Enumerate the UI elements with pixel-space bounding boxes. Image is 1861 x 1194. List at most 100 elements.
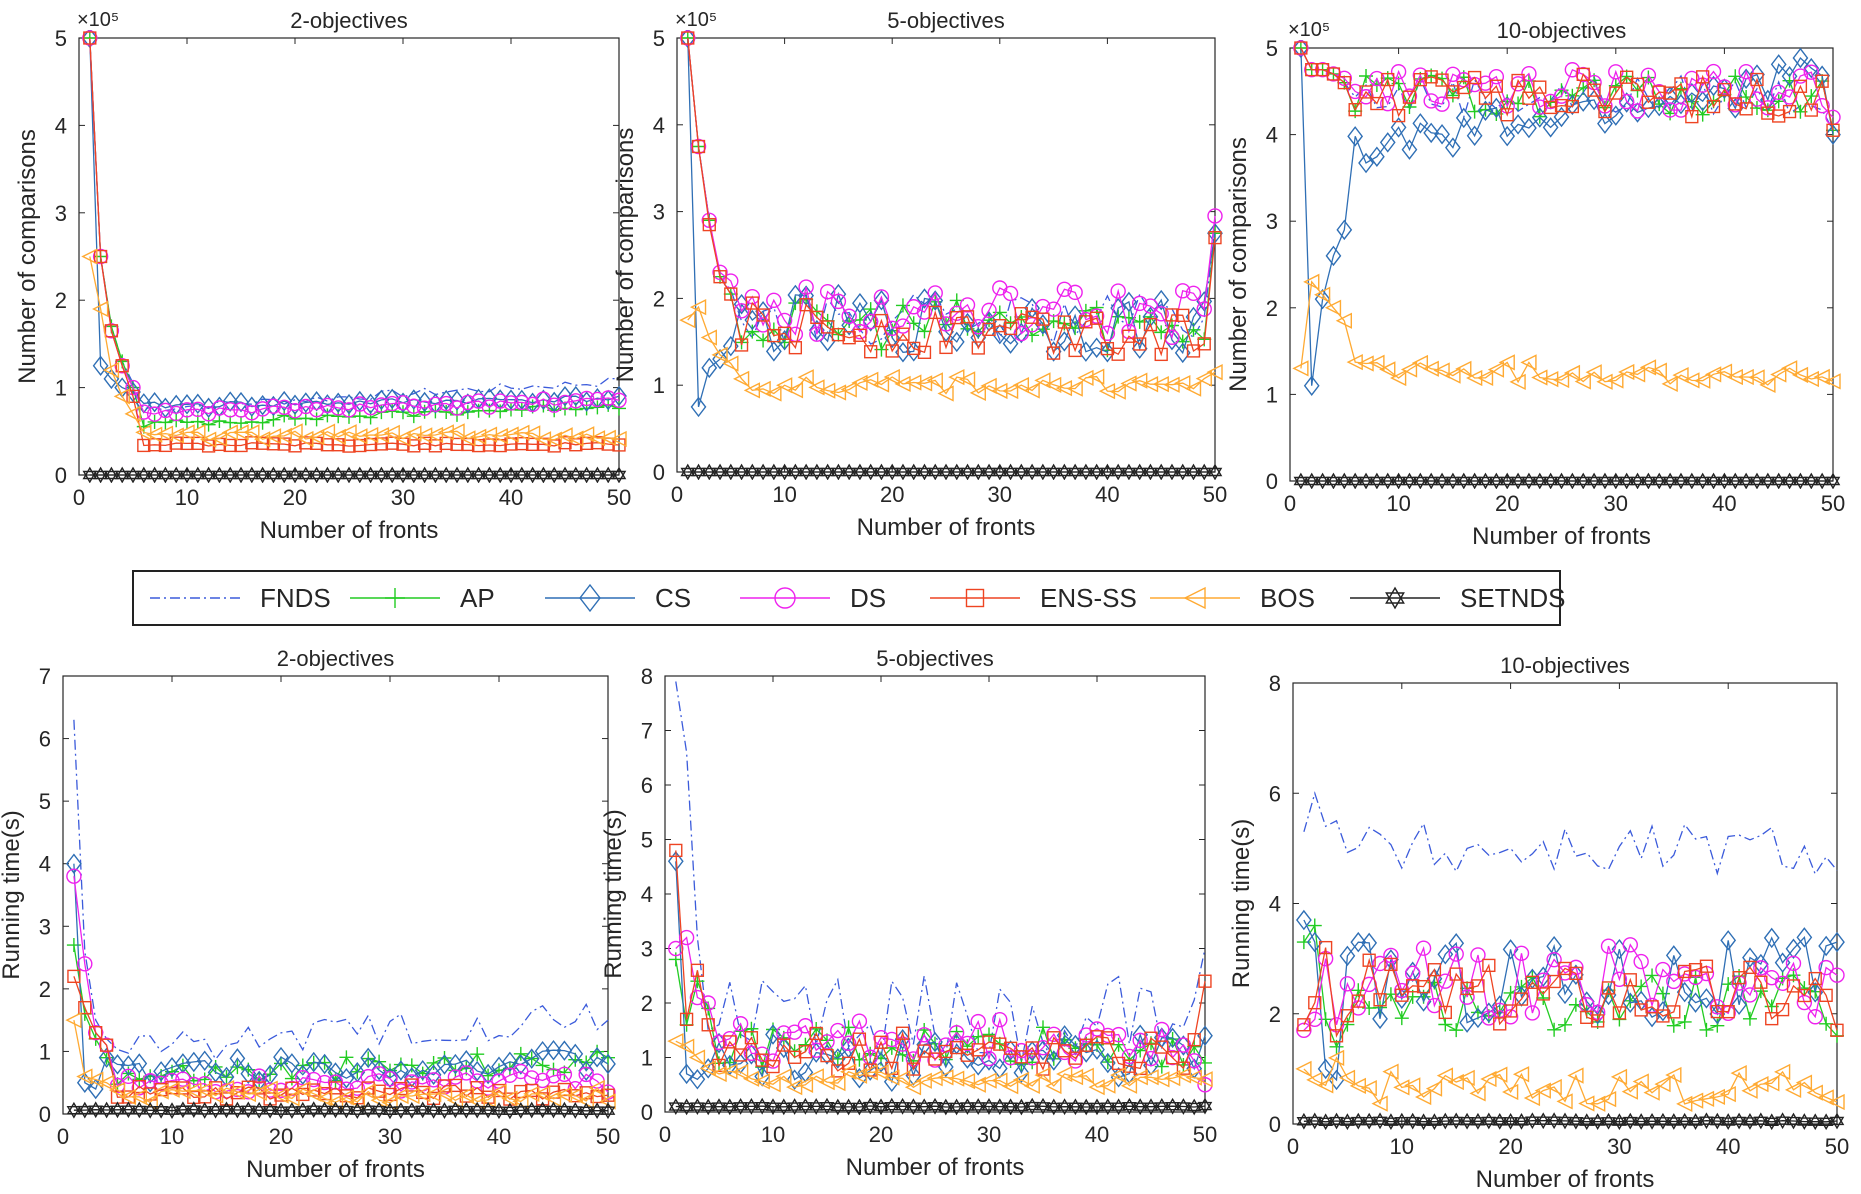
- data-point-ds: [1618, 93, 1635, 110]
- data-point-ens-ss: [1416, 979, 1431, 994]
- data-point-ds: [265, 398, 282, 414]
- data-point-ens-ss: [1565, 99, 1580, 114]
- data-point-ds: [1100, 1027, 1116, 1044]
- data-point-bos: [1306, 1071, 1323, 1089]
- data-point-setnds: [1100, 463, 1115, 480]
- data-point-setnds: [513, 1101, 529, 1119]
- chart-panel-3: 0 10 20 30 40 50 0 1 2 3 4 5 10-objectives Number of …: [1225, 18, 1845, 550]
- data-point-ds: [841, 308, 857, 324]
- data-point-ds: [1651, 84, 1667, 100]
- data-point-cs: [679, 30, 696, 49]
- data-point-bos: [1676, 1095, 1693, 1113]
- data-point-bos: [534, 431, 552, 448]
- data-point-bos: [1382, 1063, 1399, 1080]
- data-point-bos: [1292, 360, 1309, 377]
- data-point-ens-ss: [1728, 97, 1742, 111]
- data-point-setnds: [927, 463, 943, 480]
- data-point-bos: [840, 381, 857, 398]
- data-point-bos: [1621, 1083, 1638, 1100]
- series-group: [1292, 40, 1841, 489]
- data-point-ens-ss: [331, 438, 345, 452]
- data-point-cs: [360, 1047, 377, 1069]
- data-point-setnds: [1543, 472, 1558, 489]
- x-tick-label: 20: [269, 1124, 293, 1149]
- data-point-ens-ss: [1620, 70, 1634, 84]
- data-point-ds: [927, 285, 943, 301]
- data-point-ens-ss: [1326, 67, 1341, 81]
- data-point-cs: [690, 396, 707, 418]
- data-point-bos: [1607, 372, 1624, 389]
- data-point-setnds: [309, 466, 324, 483]
- data-point-ens-ss: [1318, 940, 1333, 955]
- data-point-bos: [850, 1067, 868, 1084]
- data-point-setnds: [1514, 1113, 1529, 1130]
- data-point-ds: [556, 1066, 573, 1082]
- data-point-ap: [1710, 1018, 1725, 1033]
- data-point-ap: [1742, 1011, 1757, 1026]
- data-point-ds: [568, 393, 584, 409]
- data-point-setnds: [546, 466, 562, 483]
- data-point-setnds: [360, 1101, 376, 1119]
- data-point-ens-ss: [1133, 337, 1147, 351]
- data-point-ens-ss: [535, 1092, 550, 1106]
- data-point-ens-ss: [1721, 1005, 1735, 1019]
- y-tick-label: 3: [1266, 209, 1278, 234]
- y-axis-label: Number of comparisons: [1225, 137, 1252, 392]
- data-point-bos: [1444, 367, 1461, 384]
- data-point-ens-ss: [799, 298, 813, 312]
- data-point-ds: [1293, 40, 1309, 56]
- data-point-ens-ss: [99, 1038, 114, 1052]
- data-point-bos: [1618, 363, 1635, 381]
- data-point-ds: [233, 402, 249, 418]
- data-point-bos: [610, 430, 627, 448]
- x-tick-label: 50: [1821, 491, 1845, 516]
- data-point-cs: [1347, 126, 1364, 147]
- x-tick-label: 40: [499, 485, 523, 510]
- data-point-ap: [339, 1050, 354, 1065]
- x-tick-label: 10: [1390, 1134, 1414, 1159]
- data-point-ens-ss: [1057, 1044, 1072, 1058]
- data-point-ds: [287, 403, 303, 419]
- data-point-ens-ss: [1717, 82, 1732, 97]
- data-point-ens-ss: [745, 296, 759, 310]
- data-point-bos: [414, 1086, 431, 1103]
- data-point-ds: [1110, 283, 1126, 299]
- data-point-bos: [425, 1086, 442, 1103]
- data-point-ds: [830, 1022, 846, 1039]
- data-point-setnds: [949, 1098, 964, 1116]
- data-point-cs: [589, 1047, 605, 1068]
- data-point-ds: [168, 405, 184, 422]
- data-point-cs: [1499, 125, 1516, 147]
- data-point-ds: [678, 929, 695, 946]
- data-point-bos: [678, 1038, 695, 1055]
- data-point-ens-ss: [1315, 63, 1330, 77]
- data-point-setnds: [66, 1101, 82, 1119]
- data-point-ds: [503, 395, 519, 411]
- data-point-ds: [722, 1031, 738, 1047]
- data-point-setnds: [1110, 463, 1126, 480]
- y-tick-label: 1: [39, 1039, 51, 1064]
- data-point-ens-ss: [132, 1079, 146, 1094]
- data-point-ens-ss: [691, 139, 706, 154]
- data-point-ens-ss: [939, 340, 953, 355]
- data-point-bos: [1324, 299, 1342, 316]
- data-point-bos: [732, 370, 750, 387]
- data-point-bos: [742, 1070, 760, 1087]
- data-point-setnds: [1057, 1098, 1072, 1116]
- data-point-bos: [512, 1093, 529, 1110]
- data-point-bos: [1109, 383, 1126, 400]
- data-point-bos: [286, 423, 303, 440]
- data-point-setnds: [1565, 472, 1580, 489]
- data-point-setnds: [114, 466, 130, 483]
- y-tick-label: 0: [641, 1100, 653, 1125]
- data-point-bos: [1120, 1077, 1138, 1094]
- data-point-ens-ss: [266, 437, 281, 451]
- data-point-ens-ss: [307, 1083, 321, 1097]
- data-point-ds: [1553, 88, 1570, 104]
- data-point-cs: [1535, 966, 1552, 987]
- data-point-cs: [1379, 132, 1396, 153]
- data-point-cs: [276, 390, 293, 412]
- axis-exponent: ×10⁵: [1288, 19, 1330, 41]
